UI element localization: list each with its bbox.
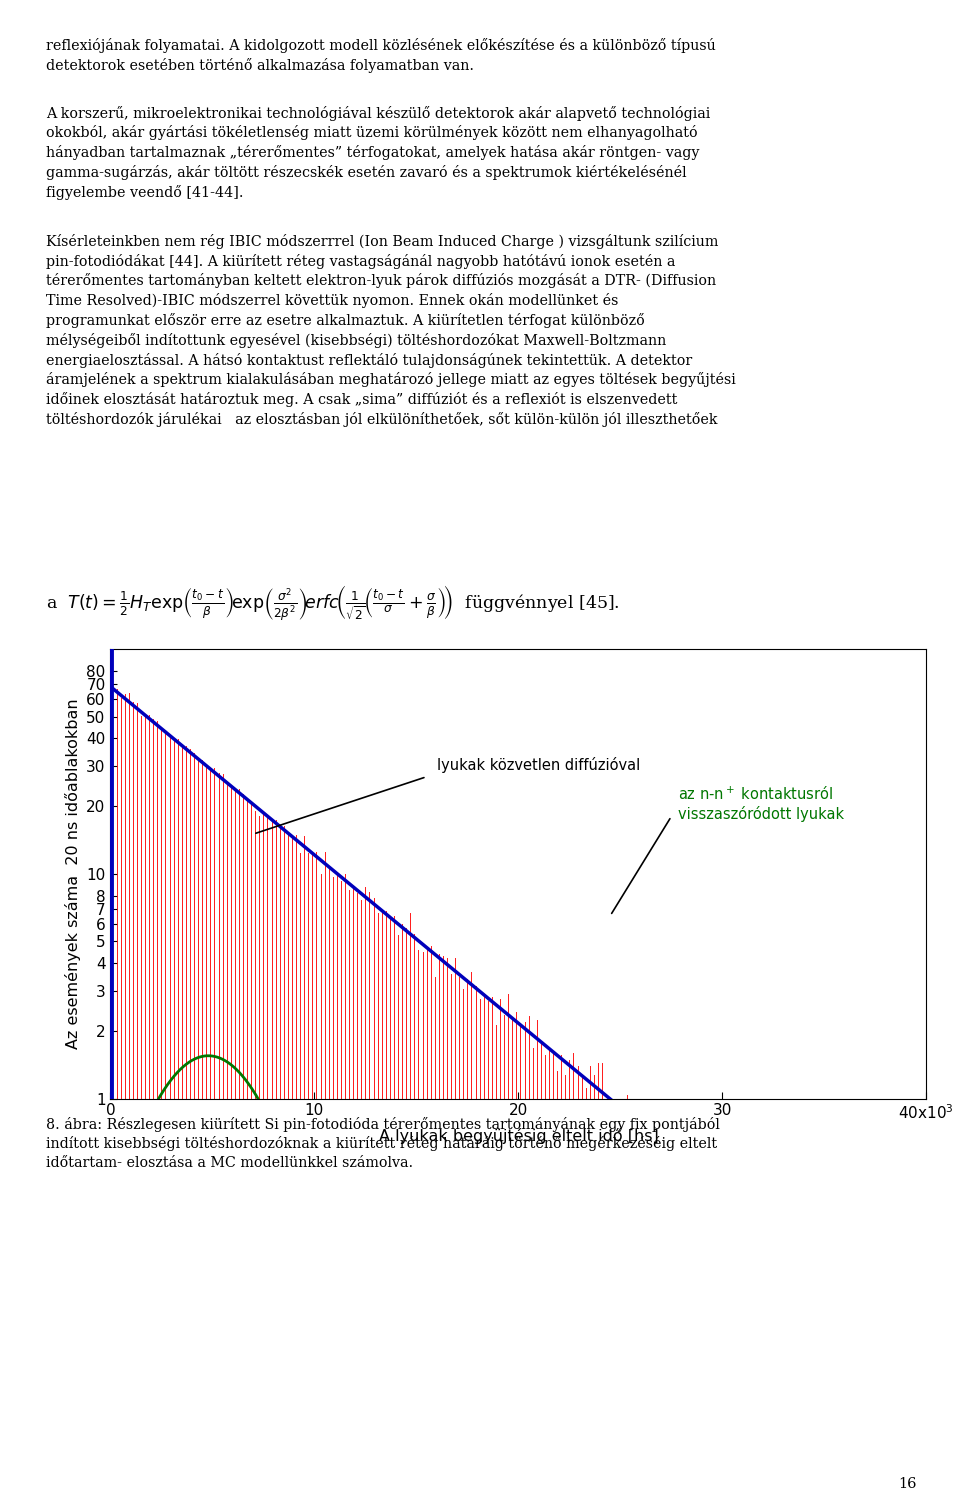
Text: lyukak közvetlen diffúzióval: lyukak közvetlen diffúzióval xyxy=(437,758,640,773)
Text: 8. ábra: Részlegesen kiürített Si pin-fotodióda térerőmentes tartományának egy f: 8. ábra: Részlegesen kiürített Si pin-fo… xyxy=(46,1117,720,1169)
Text: Kísérleteinkben nem rég IBIC módszerrrel (Ion Beam Induced Charge ) vizsgáltunk : Kísérleteinkben nem rég IBIC módszerrrel… xyxy=(46,234,735,427)
Text: a  $T(t) = \frac{1}{2} H_T \exp\!\left(\frac{t_0 - t}{\beta}\right)\!\exp\!\left: a $T(t) = \frac{1}{2} H_T \exp\!\left(\f… xyxy=(46,584,620,623)
Y-axis label: Az események száma  20 ns időablakokban: Az események száma 20 ns időablakokban xyxy=(64,699,81,1049)
Text: 16: 16 xyxy=(899,1477,917,1491)
Text: az n-n$^+$ kontaktusról
visszaszóródott lyukak: az n-n$^+$ kontaktusról visszaszóródott … xyxy=(678,786,844,822)
X-axis label: A lyukak begyüjtésig eltelt idő [hs]: A lyukak begyüjtésig eltelt idő [hs] xyxy=(378,1127,659,1144)
Text: A korszerű, mikroelektronikai technológiával készülő detektorok akár alapvető te: A korszerű, mikroelektronikai technológi… xyxy=(46,106,710,199)
Text: reflexiójának folyamatai. A kidolgozott modell közlésének előkészítése és a külö: reflexiójának folyamatai. A kidolgozott … xyxy=(46,38,716,72)
